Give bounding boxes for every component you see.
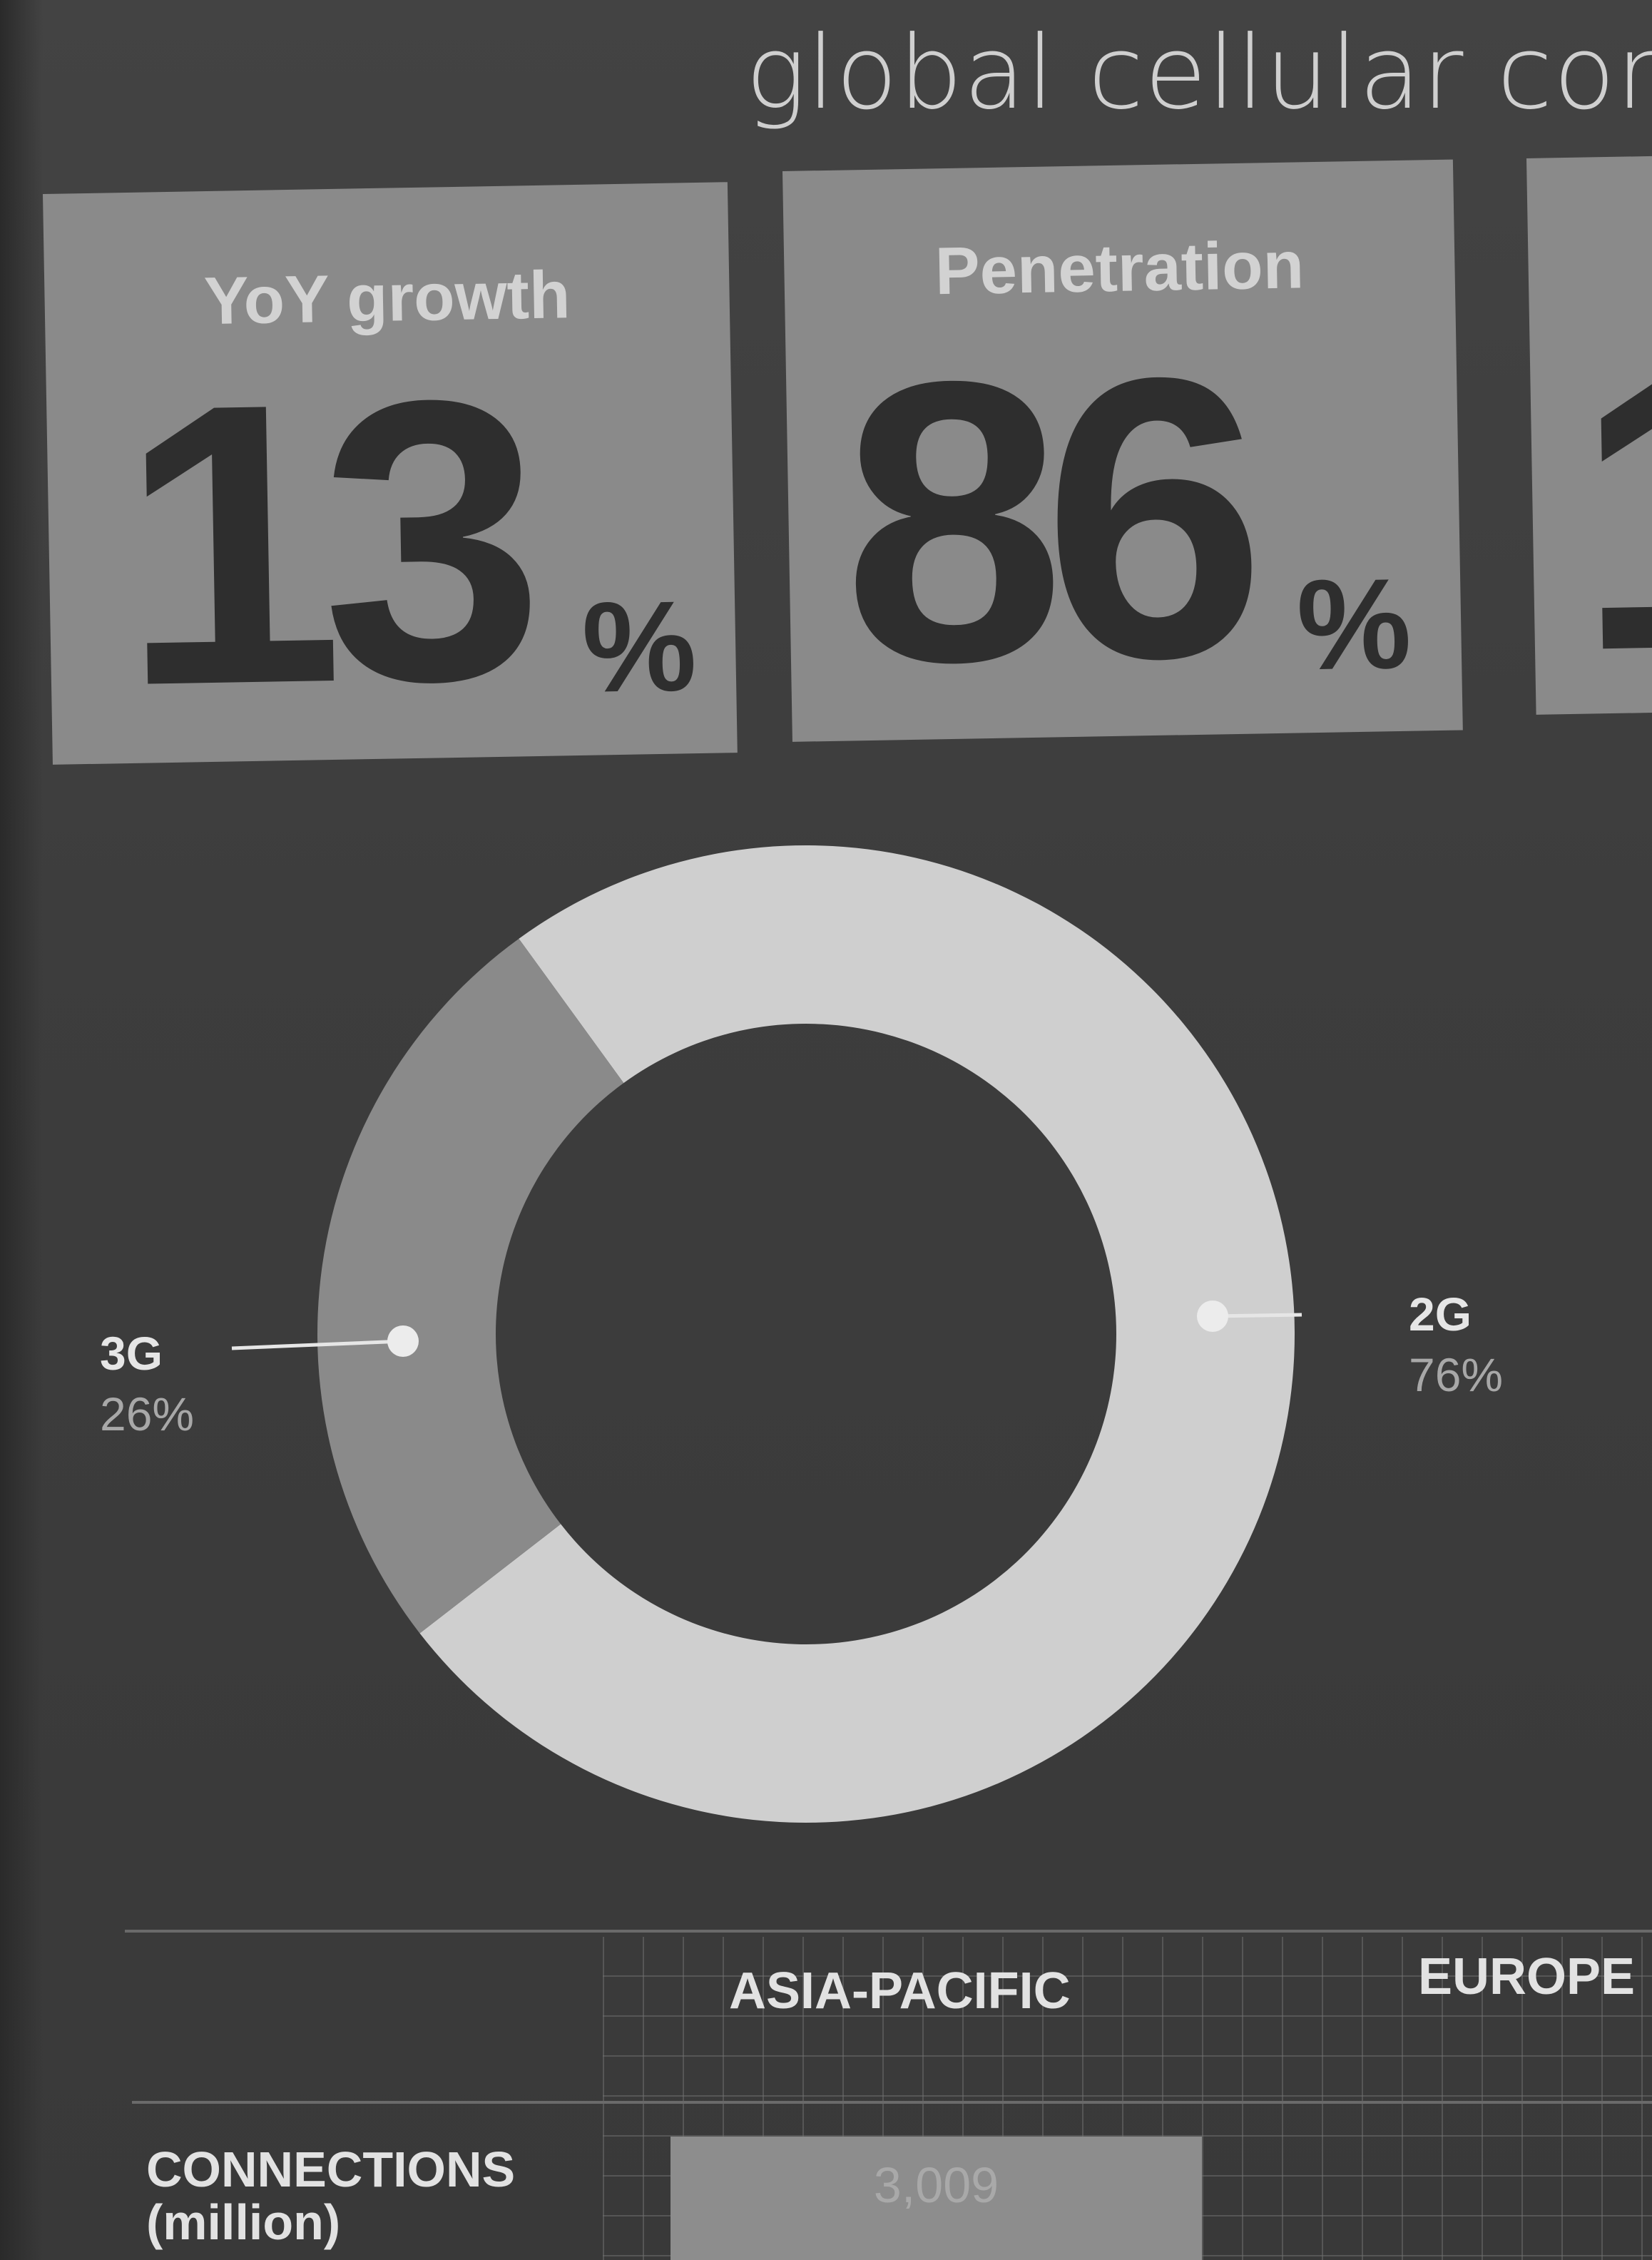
callout-line-3g [231,1339,404,1350]
value-connections-asia-pacific: 3,009 [873,2157,999,2213]
donut-slice-3g [317,938,624,1634]
column-header-asia-pacific: ASIA-PACIFIC [729,1963,1071,2020]
donut-slice-2g [419,845,1295,1823]
row-header-line1: CONNECTIONS [146,2142,516,2197]
row-header-connections: CONNECTIONS (million) [146,2142,516,2250]
slice-value-3g: 26% [100,1388,194,1440]
poster-edge-shadow [0,0,43,2260]
callout-dot-3g [387,1325,419,1357]
slice-value-2g: 76% [1409,1348,1503,1401]
row-header-line2: (million) [146,2194,341,2250]
callout-dot-2g [1197,1300,1228,1332]
table-header-rule [132,2101,1652,2104]
slice-label-3g: 3G [100,1327,163,1380]
page-title: global cellular con [745,14,1652,132]
donut-chart: 2G 76% 3G 26% [100,845,1503,1823]
slice-label-2g: 2G [1409,1288,1472,1340]
table-top-rule [125,1930,1652,1933]
value-bar-asia-pacific: 3,009 [671,2137,1202,2260]
column-header-europe: EUROPE [1418,1948,1636,2005]
